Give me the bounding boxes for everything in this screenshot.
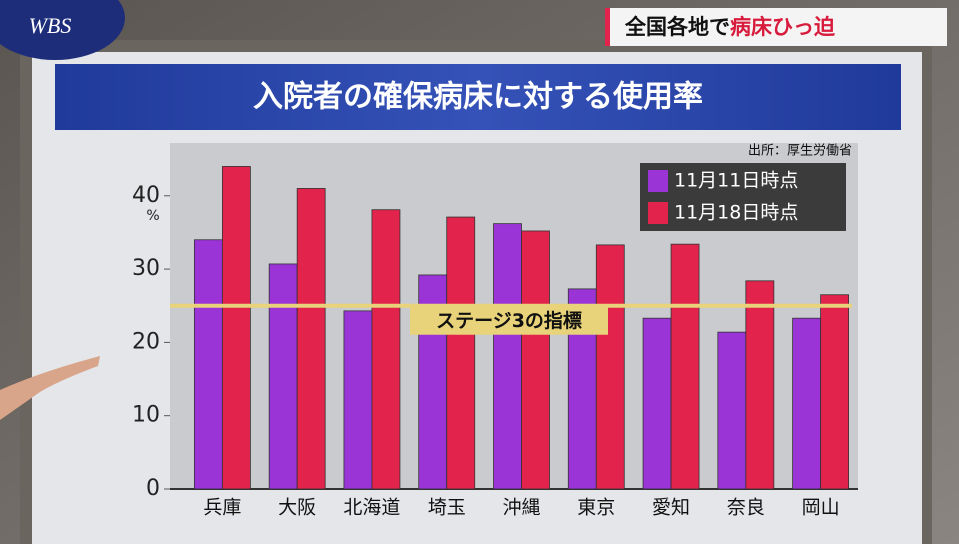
bar [221, 166, 251, 490]
presenter-hand [0, 356, 100, 420]
bar [268, 263, 298, 490]
y-unit: % [146, 208, 159, 224]
headline-lead: 全国各地で [624, 15, 730, 39]
title-band [55, 64, 901, 130]
chart-title: 入院者の確保病床に対する使用率 [253, 80, 703, 115]
chart-marks: 0 10 20 30 40 兵庫 大阪 北海道 埼玉 沖縄 東京 愛知 奈良 岡山 ステージ3の指標 11月1… [132, 163, 858, 519]
legend-swatch [648, 170, 668, 192]
x-tick-label: 北海道 [343, 497, 400, 519]
x-tick-label: 埼玉 [428, 497, 466, 519]
bar [717, 331, 747, 490]
bar [595, 244, 625, 490]
logo-badge [0, 0, 125, 60]
legend-box [640, 163, 846, 231]
x-tick-label: 沖縄 [502, 497, 540, 519]
legend-label: 11月11日時点 [674, 170, 798, 192]
legend-swatch [648, 202, 668, 224]
headline-box [605, 8, 947, 46]
bar [521, 230, 550, 490]
x-tick-label: 愛知 [652, 497, 690, 519]
headline-accent [605, 8, 610, 46]
x-tick-label: 岡山 [802, 497, 840, 519]
y-tick-label: 40 [132, 183, 160, 208]
y-tick-label: 0 [146, 476, 160, 501]
x-tick-label: 兵庫 [203, 497, 241, 519]
bar [493, 223, 522, 490]
bar [193, 239, 223, 490]
headline-emphasis: 病床ひっ迫 [730, 15, 836, 39]
bar [343, 310, 373, 490]
bar [446, 216, 476, 490]
x-tick-label: 奈良 [727, 497, 765, 519]
source: 出所：厚生労働省 [748, 144, 852, 159]
y-tick-label: 10 [132, 403, 160, 428]
y-tick-label: 30 [132, 256, 160, 281]
headline: 全国各地で病床ひっ迫 [624, 15, 836, 39]
x-tick-label: 東京 [577, 497, 615, 519]
bar [745, 280, 775, 490]
y-tick-label: 20 [132, 329, 160, 354]
reference-label: ステージ3の指標 [436, 309, 582, 332]
bar [642, 317, 672, 490]
reference-label-box [410, 306, 608, 335]
legend-label: 11月18日時点 [674, 202, 798, 224]
bar [670, 243, 700, 490]
logo: WBS [29, 13, 72, 38]
x-tick-label: 大阪 [278, 497, 316, 519]
bar [296, 188, 326, 490]
bar [792, 317, 822, 490]
bar [820, 294, 850, 490]
bar [371, 209, 401, 490]
